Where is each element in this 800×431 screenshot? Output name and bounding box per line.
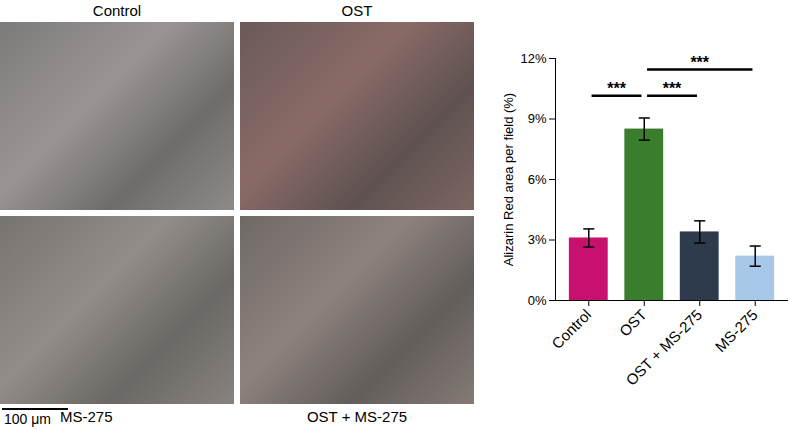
svg-text:OST + MS-275: OST + MS-275 [622,306,705,389]
svg-text:***: *** [607,80,626,97]
svg-text:***: *** [663,80,682,97]
svg-text:3%: 3% [528,232,547,247]
svg-text:Control: Control [548,306,594,352]
svg-text:12%: 12% [520,51,546,66]
html-text:OST + MS-275: OST + MS-275 [306,408,408,425]
svg-text:9%: 9% [528,111,547,126]
svg-text:MS-275: MS-275 [712,306,761,355]
svg-text:***: *** [690,54,709,71]
html-text:OST: OST [341,2,373,19]
svg-text:6%: 6% [528,172,547,187]
svg-text:Alizarin Red area per field (%: Alizarin Red area per field (%) [501,93,516,266]
svg-text:OST: OST [616,306,650,340]
svg-text:0%: 0% [528,293,547,308]
html-text:MS-275: MS-275 [60,408,113,425]
html-text:100 μm: 100 μm [4,411,51,427]
html-text:Control: Control [92,2,142,19]
